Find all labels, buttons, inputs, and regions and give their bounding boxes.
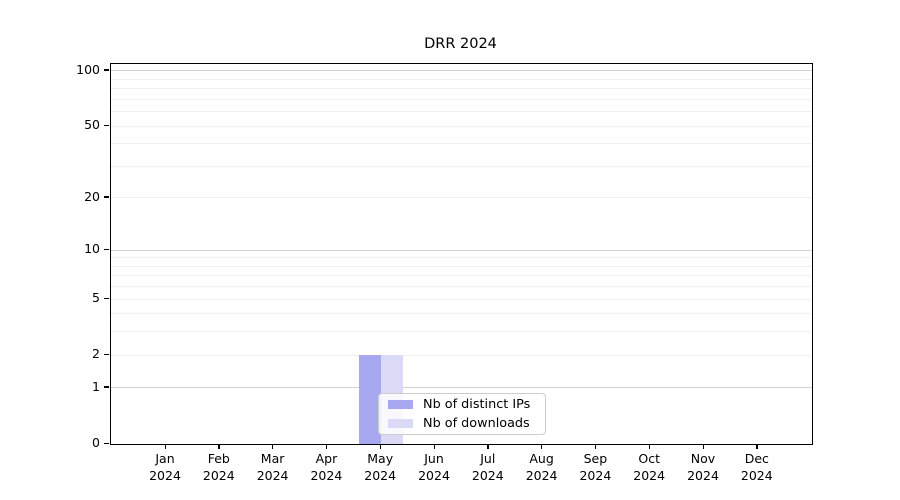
legend-swatch (388, 400, 413, 410)
legend-item: Nb of distinct IPs (379, 397, 545, 413)
x-tick-mark (702, 444, 704, 450)
y-tick-mark (104, 248, 109, 250)
x-tick-label: Jul 2024 (471, 451, 504, 483)
x-tick-label: Apr 2024 (310, 451, 343, 483)
x-tick-label: Sep 2024 (579, 451, 612, 483)
y-tick-mark (104, 353, 109, 355)
minor-gridline (111, 257, 812, 259)
minor-gridline (111, 165, 812, 167)
x-tick-mark (325, 444, 328, 450)
y-tick-label: 2 (92, 346, 100, 362)
minor-gridline (111, 125, 812, 127)
y-tick-mark (104, 386, 109, 388)
chart-title: DRR 2024 (424, 36, 497, 52)
x-tick-label: Dec 2024 (740, 451, 773, 483)
minor-gridline (111, 354, 812, 356)
x-tick-label: Oct 2024 (633, 451, 666, 483)
x-tick-mark (541, 444, 543, 450)
y-tick-mark (104, 124, 109, 126)
y-tick-label: 0 (92, 435, 100, 450)
y-tick-label: 50 (84, 117, 100, 133)
major-gridline (111, 70, 812, 72)
x-tick-mark (594, 444, 597, 450)
minor-gridline (111, 197, 812, 199)
y-tick-label: 20 (84, 188, 100, 204)
x-tick-label: Jun 2024 (418, 451, 450, 483)
plot-area (110, 63, 813, 445)
x-tick-mark (756, 444, 758, 450)
legend-item: Nb of downloads (379, 416, 545, 432)
x-tick-label: Aug 2024 (525, 451, 558, 483)
x-tick-label: Nov 2024 (687, 451, 719, 483)
minor-gridline (111, 298, 812, 300)
minor-gridline (111, 286, 812, 288)
x-tick-mark (218, 444, 220, 450)
x-tick-label: Mar 2024 (256, 451, 289, 483)
minor-gridline (111, 88, 812, 90)
x-tick-mark (433, 444, 435, 450)
y-tick-mark (104, 196, 109, 198)
y-tick-mark (104, 442, 109, 444)
x-tick-label: May 2024 (364, 451, 397, 483)
x-tick-mark (487, 444, 489, 450)
x-tick-mark (164, 444, 166, 450)
minor-gridline (111, 111, 812, 113)
legend-label: Nb of downloads (423, 415, 530, 431)
minor-gridline (111, 98, 812, 100)
major-gridline (111, 249, 812, 251)
y-tick-label: 100 (76, 61, 100, 77)
y-tick-mark (104, 69, 109, 71)
minor-gridline (111, 78, 812, 80)
legend-swatch (388, 418, 413, 428)
x-tick-label: Jan 2024 (149, 451, 181, 483)
y-tick-label: 5 (92, 290, 100, 306)
minor-gridline (111, 275, 812, 277)
x-tick-mark (379, 444, 381, 450)
minor-gridline (111, 143, 812, 145)
x-tick-mark (272, 444, 274, 450)
y-tick-label: 10 (84, 241, 100, 257)
legend-label: Nb of distinct IPs (423, 397, 531, 413)
y-tick-label: 1 (92, 378, 100, 394)
major-gridline (111, 387, 812, 389)
minor-gridline (111, 331, 812, 333)
bar-nb-of-distinct-ips (359, 355, 382, 444)
minor-gridline (111, 265, 812, 267)
minor-gridline (111, 313, 812, 315)
x-tick-label: Feb 2024 (202, 451, 235, 483)
legend: Nb of distinct IPs Nb of downloads (378, 393, 546, 435)
x-tick-mark (648, 444, 650, 450)
y-tick-mark (104, 297, 109, 299)
